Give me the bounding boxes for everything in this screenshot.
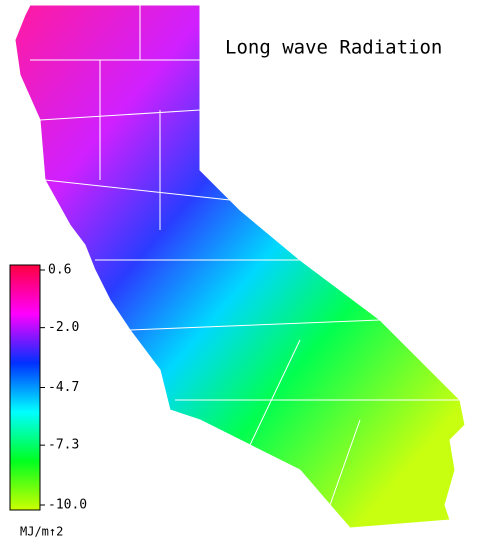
colorbar-tick-label: -7.3 bbox=[48, 438, 79, 453]
county-lines bbox=[30, 5, 460, 506]
colorbar-tick-label: -4.7 bbox=[48, 380, 79, 395]
colorbar-tick-label: -10.0 bbox=[48, 498, 87, 513]
colorbar-tick-label: -2.0 bbox=[48, 320, 79, 335]
colorbar-label: MJ/m↑2 bbox=[20, 525, 63, 539]
title: Long wave Radiation bbox=[225, 37, 442, 59]
colorbar bbox=[9, 264, 41, 511]
colorbar-tick-label: 0.6 bbox=[48, 263, 71, 278]
california bbox=[14, 4, 466, 529]
